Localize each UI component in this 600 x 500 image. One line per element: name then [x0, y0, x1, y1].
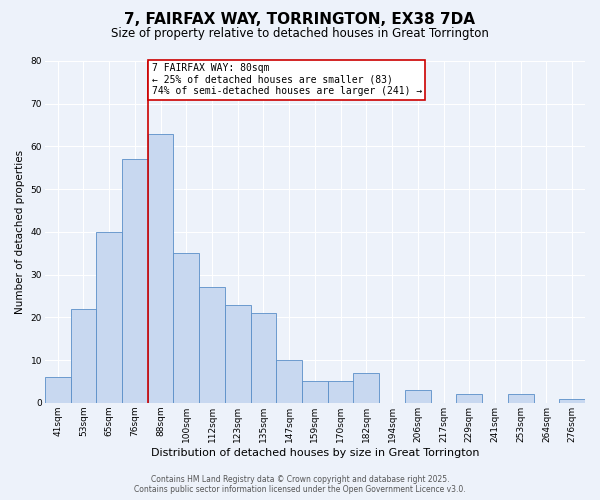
Text: Size of property relative to detached houses in Great Torrington: Size of property relative to detached ho… [111, 28, 489, 40]
Text: 7, FAIRFAX WAY, TORRINGTON, EX38 7DA: 7, FAIRFAX WAY, TORRINGTON, EX38 7DA [125, 12, 476, 28]
Y-axis label: Number of detached properties: Number of detached properties [15, 150, 25, 314]
Bar [405, 390, 431, 403]
Bar [559, 398, 585, 403]
Bar [353, 373, 379, 403]
Bar [122, 160, 148, 403]
Bar [71, 309, 96, 403]
Bar [199, 288, 225, 403]
Text: 7 FAIRFAX WAY: 80sqm
← 25% of detached houses are smaller (83)
74% of semi-detac: 7 FAIRFAX WAY: 80sqm ← 25% of detached h… [152, 63, 422, 96]
Bar [457, 394, 482, 403]
Bar [251, 313, 277, 403]
Bar [225, 304, 251, 403]
Bar [302, 382, 328, 403]
X-axis label: Distribution of detached houses by size in Great Torrington: Distribution of detached houses by size … [151, 448, 479, 458]
Bar [508, 394, 533, 403]
Bar [148, 134, 173, 403]
Bar [328, 382, 353, 403]
Bar [173, 254, 199, 403]
Bar [96, 232, 122, 403]
Bar [45, 377, 71, 403]
Bar [277, 360, 302, 403]
Text: Contains HM Land Registry data © Crown copyright and database right 2025.
Contai: Contains HM Land Registry data © Crown c… [134, 474, 466, 494]
